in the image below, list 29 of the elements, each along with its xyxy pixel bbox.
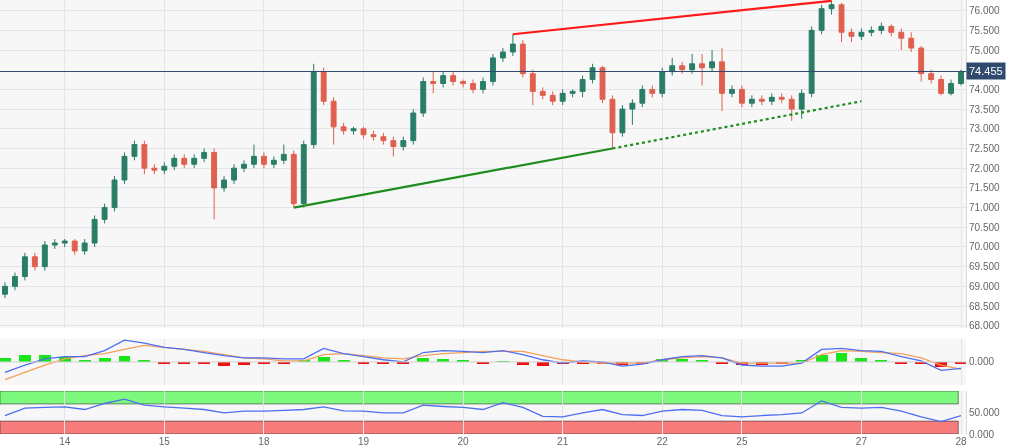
y-tick-label: 73.500 (969, 103, 1001, 115)
y-tick-label: 73.000 (969, 123, 1001, 135)
y-tick-label: 0.000 (969, 428, 995, 440)
y-tick-label: 71.000 (969, 202, 1001, 214)
y-tick-label: 70.500 (969, 221, 1001, 233)
x-tick-label: 21 (557, 436, 569, 447)
x-tick-label: 27 (855, 436, 868, 447)
x-tick-label: 22 (656, 436, 669, 447)
x-tick-label: 18 (258, 436, 270, 447)
y-tick-label: 69.500 (969, 261, 1001, 273)
y-tick-label: 70.000 (969, 241, 1001, 253)
x-tick-label: 20 (457, 436, 470, 447)
y-tick-label: 75.500 (969, 24, 1001, 36)
x-tick-label: 14 (59, 436, 71, 447)
y-tick-label: 50.000 (969, 407, 1001, 419)
y-tick-label: 74.000 (969, 83, 1001, 95)
y-tick-label: 76.000 (969, 5, 1001, 17)
x-tick-label: 28 (955, 436, 968, 447)
y-tick-label: 75.000 (969, 44, 1001, 56)
y-tick-label: 72.500 (969, 142, 1001, 154)
x-tick-label: 15 (158, 436, 171, 447)
x-tick-label: 25 (736, 436, 748, 447)
x-tick-label: 19 (357, 436, 370, 447)
y-tick-label: 69.000 (969, 280, 1001, 292)
y-tick-label: 71.500 (969, 182, 1001, 194)
y-tick-label: 68.500 (969, 300, 1001, 312)
ref-line-label: 74.455 (969, 65, 1003, 77)
y-tick-label: 72.000 (969, 162, 1001, 174)
y-tick-label: 68.000 (969, 320, 1001, 332)
